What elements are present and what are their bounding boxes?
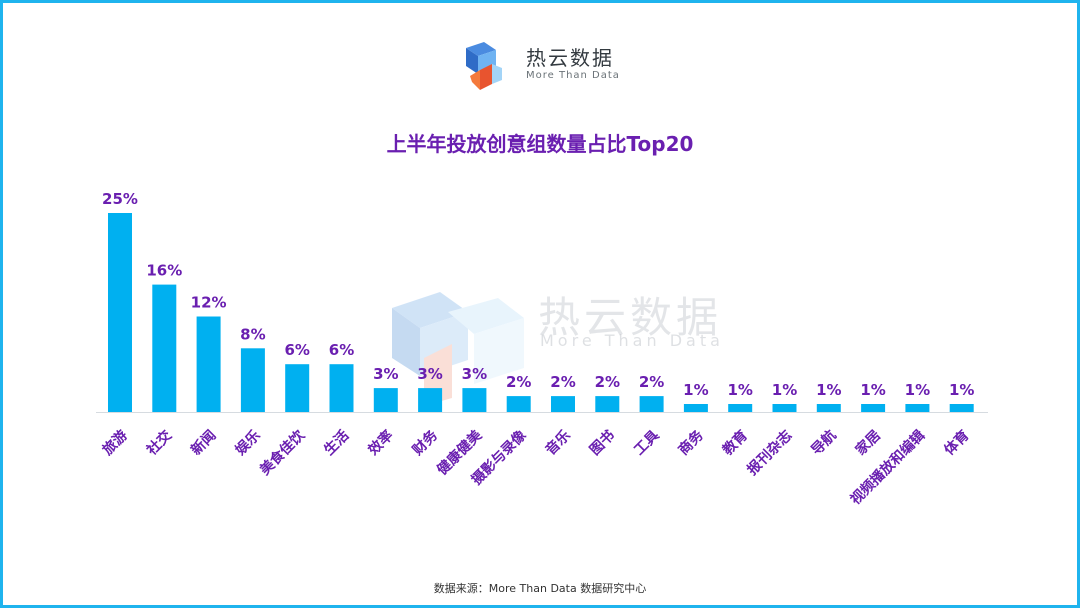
- category-label-15: 教育: [719, 427, 751, 459]
- value-label-4: 8%: [240, 325, 265, 343]
- category-label-1: 旅游: [99, 427, 131, 459]
- bar-14: [683, 404, 708, 412]
- value-label-9: 3%: [462, 365, 487, 383]
- category-label-2: 社交: [143, 427, 176, 460]
- value-label-20: 1%: [949, 381, 974, 399]
- value-label-6: 6%: [329, 341, 354, 359]
- value-label-1: 25%: [102, 190, 138, 208]
- bar-9: [462, 388, 487, 412]
- category-label-6: 生活: [321, 427, 353, 459]
- bar-2: [152, 284, 177, 412]
- brand-name: 热云数据: [526, 46, 614, 70]
- value-label-3: 12%: [191, 294, 227, 312]
- category-label-11: 音乐: [542, 427, 574, 459]
- chart-title: 上半年投放创意组数量占比Top20: [386, 132, 694, 156]
- value-label-13: 2%: [639, 373, 664, 391]
- bar-10: [506, 396, 531, 412]
- bar-4: [240, 348, 265, 412]
- watermark-tagline: More Than Data: [540, 331, 724, 350]
- bar-7: [373, 388, 398, 412]
- value-label-15: 1%: [727, 381, 752, 399]
- cube-logo-icon: [466, 42, 502, 90]
- bar-8: [418, 388, 443, 412]
- bar-11: [551, 396, 575, 412]
- value-label-16: 1%: [772, 381, 797, 399]
- category-label-7: 效率: [365, 427, 397, 459]
- bar-5: [285, 364, 310, 412]
- value-label-17: 1%: [816, 381, 841, 399]
- category-label-8: 财务: [408, 426, 441, 459]
- category-label-4: 娱乐: [232, 427, 264, 459]
- category-label-14: 商务: [675, 426, 708, 459]
- category-label-3: 新闻: [188, 427, 220, 459]
- bar-17: [816, 404, 841, 412]
- bar-20: [949, 404, 974, 412]
- brand-logo: 热云数据 More Than Data: [462, 40, 632, 90]
- category-label-5: 美食佳饮: [256, 426, 308, 478]
- bar-19: [905, 404, 930, 412]
- value-label-5: 6%: [284, 341, 309, 359]
- value-label-12: 2%: [595, 373, 620, 391]
- value-label-11: 2%: [550, 373, 575, 391]
- value-label-8: 3%: [417, 365, 442, 383]
- value-label-2: 16%: [146, 262, 182, 280]
- watermark-name: 热云数据: [538, 293, 723, 342]
- bar-3: [196, 316, 221, 412]
- category-label-19: 视频播放和编辑: [847, 427, 928, 508]
- bar-13: [639, 396, 664, 412]
- value-label-7: 3%: [373, 365, 398, 383]
- bar-group: [108, 213, 974, 412]
- bar-15: [728, 404, 753, 412]
- value-label-19: 1%: [905, 381, 930, 399]
- bar-6: [329, 364, 354, 412]
- bar-16: [772, 404, 797, 412]
- value-label-18: 1%: [860, 381, 885, 399]
- category-label-13: 工具: [631, 428, 662, 459]
- category-label-16: 报刊杂志: [744, 427, 796, 479]
- brand-tagline: More Than Data: [526, 70, 620, 81]
- category-label-12: 图书: [586, 427, 618, 459]
- value-label-14: 1%: [683, 381, 708, 399]
- watermark-cube-icon: [392, 292, 524, 406]
- value-label-10: 2%: [506, 373, 531, 391]
- category-label-18: 家居: [852, 427, 884, 459]
- bar-1: [108, 213, 132, 412]
- data-source: 数据来源：More Than Data 数据研究中心: [433, 582, 647, 595]
- bar-18: [861, 404, 886, 412]
- value-label-group: 25% 16% 12% 8% 6% 6% 3% 3% 3% 2% 2% 2% 2% 1% 1% 1% 1% 1% 1…: [102, 190, 974, 399]
- category-label-20: 体育: [941, 427, 973, 459]
- bar-12: [595, 396, 620, 412]
- category-label-17: 导航: [808, 427, 840, 459]
